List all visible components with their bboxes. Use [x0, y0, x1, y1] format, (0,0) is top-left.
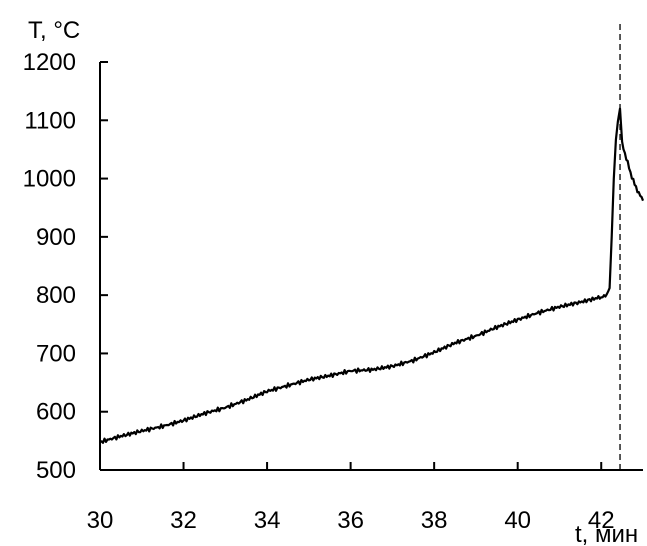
y-tick-label: 800: [36, 282, 76, 309]
x-tick-label: 40: [504, 507, 531, 534]
y-tick-label: 700: [36, 340, 76, 367]
x-tick-label: 34: [254, 507, 281, 534]
axes: [99, 62, 643, 471]
ticks: 500 600 700 800 900 1000 1100 1200 30 32 34 36 38 40 4…: [23, 49, 615, 534]
x-tick-label: 32: [170, 507, 197, 534]
y-axis-label: T, °C: [28, 17, 80, 44]
x-tick-label: 38: [421, 507, 448, 534]
x-tick-label: 42: [588, 507, 615, 534]
y-tick-label: 1200: [23, 49, 76, 76]
y-tick-label: 600: [36, 399, 76, 426]
y-tick-label: 500: [36, 457, 76, 484]
x-axis-label: t, мин: [575, 521, 638, 546]
plot-area: [99, 24, 645, 470]
x-tick-label: 36: [337, 507, 364, 534]
y-tick-label: 900: [36, 224, 76, 251]
x-tick-label: 30: [87, 507, 114, 534]
y-tick-label: 1000: [23, 166, 76, 193]
y-tick-label: 1100: [24, 107, 76, 134]
temperature-series-line: [99, 107, 645, 444]
